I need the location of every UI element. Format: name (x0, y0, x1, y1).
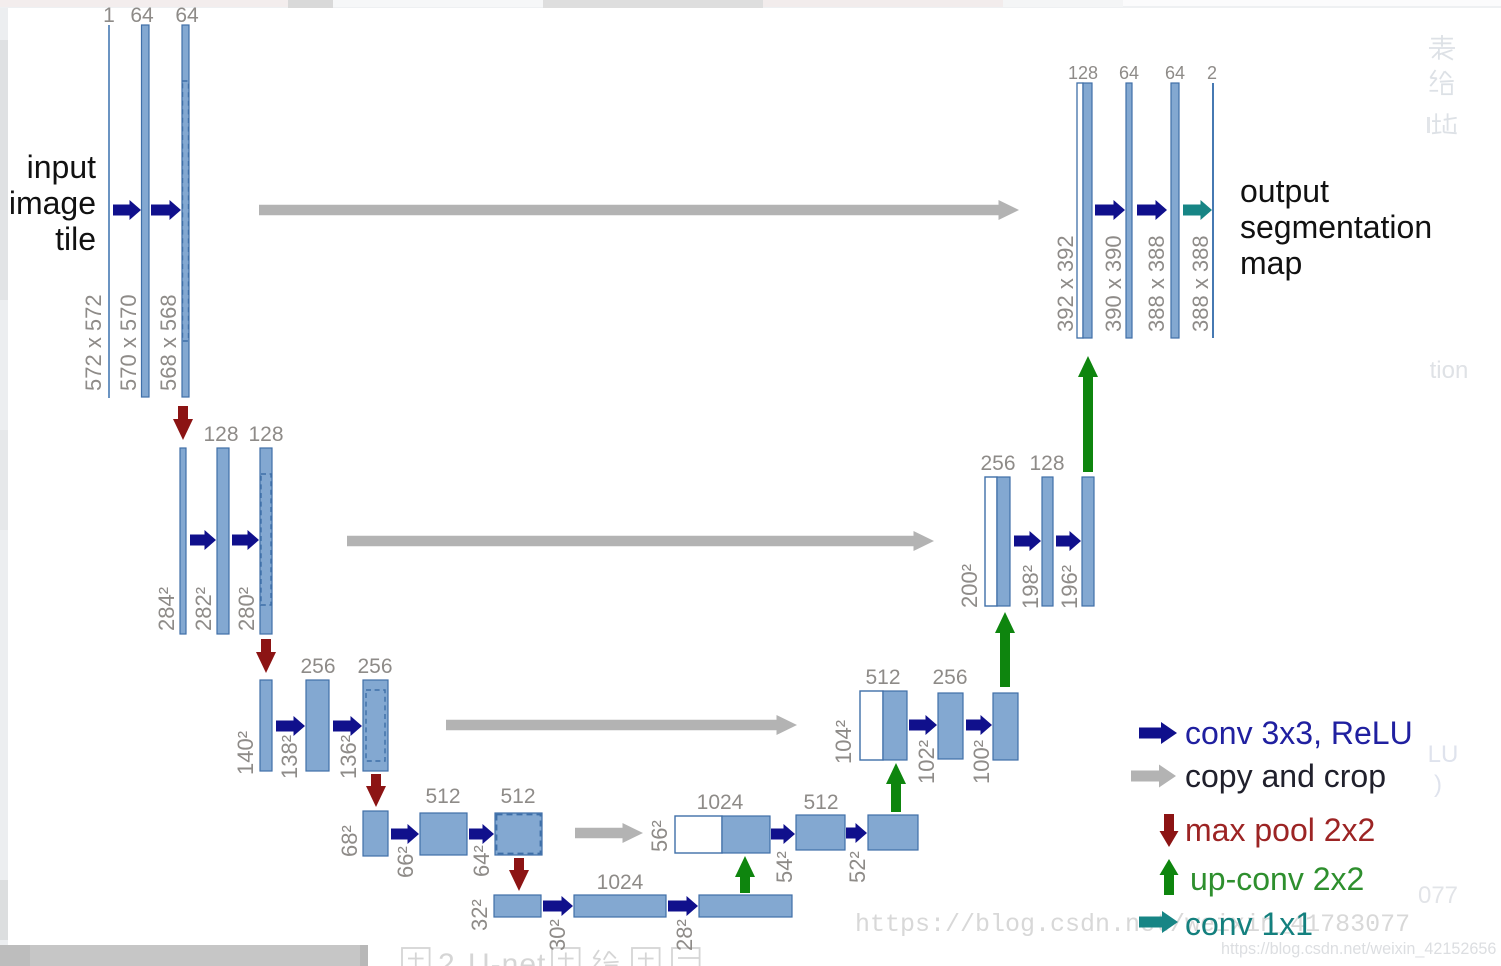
svg-text:https://blog.csdn.net/weixin_4: https://blog.csdn.net/weixin_42152656 (1221, 940, 1496, 958)
svg-text:138²: 138² (277, 735, 302, 779)
svg-text:196²: 196² (1057, 565, 1082, 609)
svg-text:570 x 570: 570 x 570 (116, 294, 141, 391)
svg-text:): ) (1434, 771, 1442, 798)
svg-text:image: image (9, 185, 96, 221)
svg-text:tile: tile (55, 221, 96, 257)
svg-text:280²: 280² (234, 587, 259, 631)
svg-text:https://blog.csdn.net/weixin_4: https://blog.csdn.net/weixin_41783077 (855, 910, 1410, 939)
svg-text:512: 512 (425, 785, 460, 808)
svg-text:1024: 1024 (697, 791, 744, 814)
svg-text:140²: 140² (233, 731, 258, 775)
svg-text:198²: 198² (1018, 565, 1043, 609)
svg-text:102²: 102² (914, 740, 939, 784)
svg-text:input: input (27, 149, 97, 185)
svg-text:512: 512 (500, 785, 535, 808)
svg-text:64: 64 (1119, 63, 1139, 83)
svg-text:2: 2 (438, 948, 455, 966)
svg-text:segmentation: segmentation (1240, 209, 1432, 245)
svg-text:52²: 52² (845, 851, 870, 883)
svg-text:388 x 388: 388 x 388 (1144, 235, 1169, 332)
svg-text:map: map (1240, 245, 1302, 281)
svg-text:LU: LU (1428, 741, 1459, 768)
svg-text:128: 128 (203, 423, 238, 446)
svg-text:30²: 30² (545, 919, 570, 951)
svg-text:66²: 66² (393, 846, 418, 878)
svg-text:1: 1 (103, 4, 115, 27)
svg-text:128: 128 (1029, 452, 1064, 475)
svg-text:128: 128 (1068, 63, 1098, 83)
svg-text:32²: 32² (467, 899, 492, 931)
svg-text:388 x 388: 388 x 388 (1188, 235, 1213, 332)
svg-text:100²: 100² (969, 740, 994, 784)
svg-text:U-net: U-net (468, 948, 546, 966)
svg-text:392 x 392: 392 x 392 (1053, 235, 1078, 332)
svg-text:64: 64 (175, 4, 199, 27)
svg-text:up-conv 2x2: up-conv 2x2 (1190, 861, 1364, 897)
svg-text:256: 256 (357, 655, 392, 678)
svg-text:output: output (1240, 173, 1329, 209)
svg-text:256: 256 (300, 655, 335, 678)
svg-text:136²: 136² (336, 735, 361, 779)
svg-text:max pool 2x2: max pool 2x2 (1185, 812, 1375, 848)
svg-text:572 x 572: 572 x 572 (81, 294, 106, 391)
svg-text:568 x 568: 568 x 568 (156, 294, 181, 391)
svg-text:68²: 68² (337, 825, 362, 857)
svg-text:282²: 282² (191, 587, 216, 631)
svg-text:28²: 28² (672, 919, 697, 951)
svg-text:512: 512 (865, 666, 900, 689)
svg-text:64: 64 (130, 4, 154, 27)
svg-text:tion: tion (1430, 357, 1469, 384)
svg-text:64²: 64² (469, 845, 494, 877)
svg-text:077: 077 (1418, 882, 1458, 909)
svg-text:1024: 1024 (597, 871, 644, 894)
svg-text:512: 512 (803, 791, 838, 814)
svg-text:128: 128 (248, 423, 283, 446)
svg-text:390 x 390: 390 x 390 (1101, 235, 1126, 332)
svg-text:conv 3x3, ReLU: conv 3x3, ReLU (1185, 715, 1413, 751)
svg-text:copy and crop: copy and crop (1185, 758, 1386, 794)
svg-text:284²: 284² (154, 587, 179, 631)
svg-text:256: 256 (980, 452, 1015, 475)
svg-text:54²: 54² (772, 851, 797, 883)
svg-text:2: 2 (1207, 63, 1217, 83)
svg-text:104²: 104² (831, 720, 856, 764)
svg-text:conv 1x1: conv 1x1 (1185, 906, 1313, 942)
svg-text:256: 256 (932, 666, 967, 689)
svg-text:200²: 200² (957, 564, 982, 608)
svg-text:64: 64 (1165, 63, 1185, 83)
svg-text:56²: 56² (647, 820, 672, 852)
